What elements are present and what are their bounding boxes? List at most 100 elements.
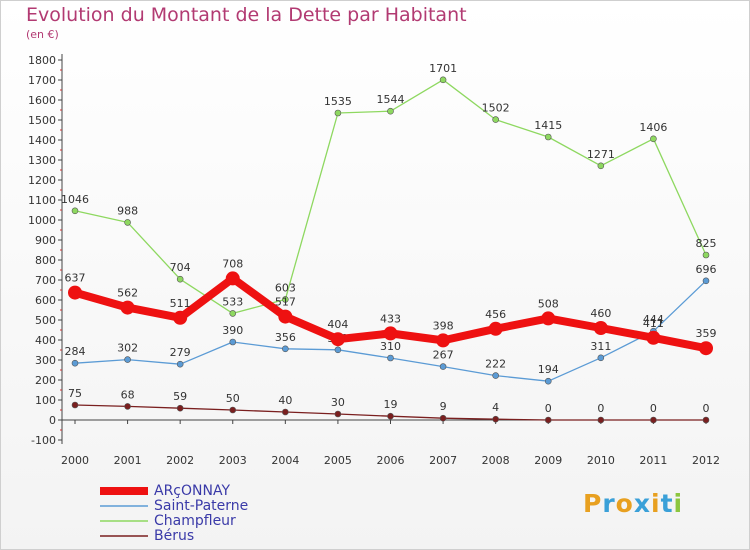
legend-label-champfleur: Champfleur bbox=[154, 513, 236, 529]
data-point bbox=[492, 415, 499, 423]
data-point bbox=[387, 412, 394, 420]
logo-letter: t bbox=[660, 489, 674, 518]
data-point bbox=[439, 363, 447, 370]
data-label: 311 bbox=[590, 340, 611, 353]
data-label: 0 bbox=[545, 402, 552, 415]
logo-letter: P bbox=[583, 489, 603, 518]
legend-swatch-saint-paterne bbox=[100, 505, 148, 507]
data-label: 603 bbox=[275, 281, 296, 294]
data-point bbox=[702, 416, 710, 424]
y-tick-label: 800 bbox=[35, 254, 56, 267]
logo-letter: i bbox=[651, 489, 661, 518]
data-label: 30 bbox=[331, 396, 345, 409]
data-label: 1415 bbox=[534, 119, 562, 132]
data-label: 411 bbox=[643, 317, 664, 330]
legend-swatch-berus bbox=[100, 535, 148, 537]
chart-title: Evolution du Montant de la Dette par Hab… bbox=[26, 4, 467, 26]
data-point bbox=[646, 330, 661, 345]
legend-item-berus: Bérus bbox=[100, 529, 248, 544]
data-point bbox=[597, 162, 605, 170]
data-point bbox=[387, 354, 394, 362]
data-label: 637 bbox=[65, 272, 86, 285]
data-point bbox=[650, 135, 657, 143]
data-point bbox=[71, 207, 79, 215]
data-point bbox=[282, 345, 289, 353]
x-tick-label: 2007 bbox=[429, 454, 457, 467]
y-tick-label: 1300 bbox=[28, 154, 56, 167]
data-point bbox=[71, 401, 79, 409]
data-point bbox=[176, 360, 184, 368]
y-tick-label: 1800 bbox=[28, 54, 56, 67]
data-point bbox=[702, 251, 710, 259]
x-tick-label: 2006 bbox=[377, 454, 405, 467]
x-tick-label: 2012 bbox=[692, 454, 720, 467]
x-tick-label: 2008 bbox=[482, 454, 510, 467]
logo-letter: i bbox=[673, 489, 684, 518]
data-label: 1271 bbox=[587, 148, 615, 161]
data-label: 284 bbox=[65, 345, 86, 358]
data-label: 302 bbox=[117, 342, 138, 355]
data-point bbox=[597, 354, 605, 362]
y-tick-label: -100 bbox=[31, 434, 56, 447]
data-point bbox=[488, 321, 503, 336]
data-point bbox=[492, 372, 499, 379]
data-point bbox=[330, 332, 345, 347]
data-point bbox=[282, 408, 289, 416]
data-label: 50 bbox=[226, 392, 240, 405]
data-label: 708 bbox=[222, 257, 243, 270]
y-tick-label: 700 bbox=[35, 274, 56, 287]
data-label: 4 bbox=[492, 401, 499, 414]
data-point bbox=[124, 403, 131, 410]
data-label: 359 bbox=[696, 327, 717, 340]
data-label: 0 bbox=[597, 402, 604, 415]
y-tick-label: 400 bbox=[35, 334, 56, 347]
data-point bbox=[439, 414, 447, 422]
data-point bbox=[229, 310, 237, 317]
data-point bbox=[334, 109, 342, 117]
y-tick-label: 300 bbox=[35, 354, 56, 367]
x-tick-label: 2004 bbox=[271, 454, 299, 467]
chart-subtitle: (en €) bbox=[26, 28, 59, 41]
y-tick-label: 1500 bbox=[28, 114, 56, 127]
legend-swatch-champfleur bbox=[100, 520, 148, 522]
data-point bbox=[541, 311, 556, 326]
data-point bbox=[278, 309, 293, 324]
logo-letter: r bbox=[602, 489, 616, 518]
legend-label-berus: Bérus bbox=[154, 528, 195, 544]
data-label: 390 bbox=[222, 324, 243, 337]
data-point bbox=[71, 359, 79, 367]
data-label: 222 bbox=[485, 358, 506, 371]
data-label: 562 bbox=[117, 287, 138, 300]
data-point bbox=[597, 416, 605, 424]
data-label: 1502 bbox=[482, 102, 510, 115]
x-tick-label: 2003 bbox=[219, 454, 247, 467]
data-point bbox=[229, 338, 237, 346]
data-point bbox=[282, 296, 289, 303]
data-label: 533 bbox=[222, 295, 243, 308]
data-label: 0 bbox=[650, 402, 657, 415]
y-tick-label: 1000 bbox=[28, 214, 56, 227]
data-point bbox=[702, 277, 710, 285]
x-tick-label: 2002 bbox=[166, 454, 194, 467]
y-tick-label: 1200 bbox=[28, 174, 56, 187]
y-tick-label: 1400 bbox=[28, 134, 56, 147]
data-label: 9 bbox=[440, 400, 447, 413]
data-label: 19 bbox=[384, 398, 398, 411]
y-tick-label: 500 bbox=[35, 314, 56, 327]
y-tick-label: 100 bbox=[35, 394, 56, 407]
legend-swatch-arconnay bbox=[100, 487, 148, 495]
data-label: 1046 bbox=[61, 193, 89, 206]
data-point bbox=[650, 416, 657, 424]
data-label: 404 bbox=[327, 318, 348, 331]
data-point bbox=[387, 107, 394, 115]
y-tick-label: 1100 bbox=[28, 194, 56, 207]
data-label: 517 bbox=[275, 296, 296, 309]
data-point bbox=[544, 377, 552, 385]
y-tick-label: 1700 bbox=[28, 74, 56, 87]
data-label: 310 bbox=[380, 340, 401, 353]
x-tick-label: 2010 bbox=[587, 454, 615, 467]
data-label: 75 bbox=[68, 387, 82, 400]
data-label: 59 bbox=[173, 390, 187, 403]
legend-item-champfleur: Champfleur bbox=[100, 514, 248, 529]
data-label: 696 bbox=[696, 263, 717, 276]
